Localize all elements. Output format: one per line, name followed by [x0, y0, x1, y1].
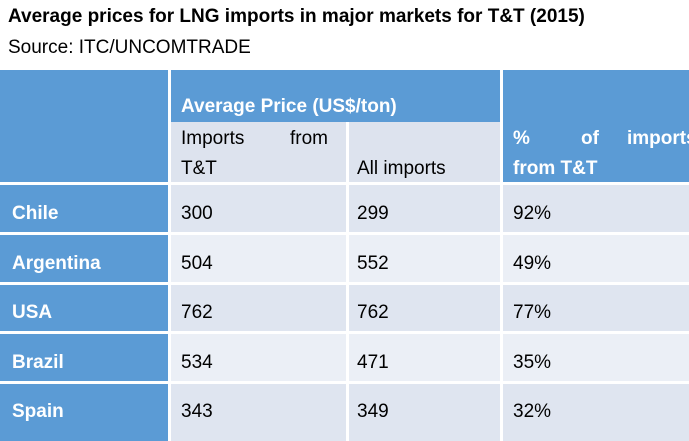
header-all-imports: All imports	[347, 122, 501, 183]
country-label: USA	[12, 302, 53, 323]
row-values: 300 299 92%	[169, 183, 689, 233]
country-cell: Spain	[0, 382, 169, 441]
header-imports-from-tt: Imports from T&T	[169, 122, 347, 183]
header-pct-word2: of	[581, 128, 599, 149]
imports-from-tt-value: 762	[181, 302, 213, 323]
country-cell: USA	[0, 283, 169, 332]
imports-from-tt-value: 343	[181, 401, 213, 422]
header-pct-from-tt: % of imports from T&T	[501, 70, 689, 183]
header-average-price: Average Price (US$/ton)	[169, 70, 501, 122]
all-imports-value: 299	[357, 203, 389, 224]
header-country-cell	[0, 70, 169, 183]
all-imports-value: 552	[357, 253, 389, 274]
pct-value: 32%	[513, 401, 552, 422]
page-title: Average prices for LNG imports in major …	[8, 6, 585, 27]
header-pct-line2: from T&T	[513, 158, 598, 179]
country-label: Chile	[12, 203, 59, 224]
row-values: 534 471 35%	[169, 332, 689, 382]
row-divider	[0, 182, 689, 185]
country-cell: Argentina	[0, 233, 169, 283]
row-values: 504 552 49%	[169, 233, 689, 283]
country-cell: Brazil	[0, 332, 169, 382]
imports-from-tt-value: 504	[181, 253, 213, 274]
row-divider	[0, 381, 689, 384]
header-average-price-label: Average Price (US$/ton)	[181, 96, 397, 117]
header-pct-word3: imports	[627, 128, 689, 149]
country-label: Brazil	[12, 352, 64, 373]
row-divider	[0, 331, 689, 334]
country-cell: Chile	[0, 183, 169, 233]
column-divider	[346, 122, 349, 441]
pct-value: 77%	[513, 302, 552, 323]
imports-from-tt-value: 300	[181, 203, 213, 224]
row-values: 762 762 77%	[169, 283, 689, 332]
row-divider	[0, 232, 689, 235]
column-divider	[168, 70, 171, 441]
header-imports-line2: T&T	[181, 158, 217, 179]
country-label: Argentina	[12, 253, 101, 274]
all-imports-value: 471	[357, 352, 389, 373]
row-values: 343 349 32%	[169, 382, 689, 441]
header-imports-word2: from	[290, 128, 328, 149]
lng-price-table: Average Price (US$/ton) % of imports fro…	[0, 70, 689, 441]
imports-from-tt-value: 534	[181, 352, 213, 373]
pct-value: 92%	[513, 203, 552, 224]
column-divider	[500, 70, 503, 441]
pct-value: 35%	[513, 352, 552, 373]
country-label: Spain	[12, 401, 64, 422]
row-divider	[0, 282, 689, 285]
header-pct-word1: %	[513, 128, 530, 149]
header-all-imports-label: All imports	[357, 158, 446, 179]
header-imports-word1: Imports	[181, 128, 245, 149]
all-imports-value: 349	[357, 401, 389, 422]
all-imports-value: 762	[357, 302, 389, 323]
source-note: Source: ITC/UNCOMTRADE	[8, 37, 251, 58]
pct-value: 49%	[513, 253, 552, 274]
